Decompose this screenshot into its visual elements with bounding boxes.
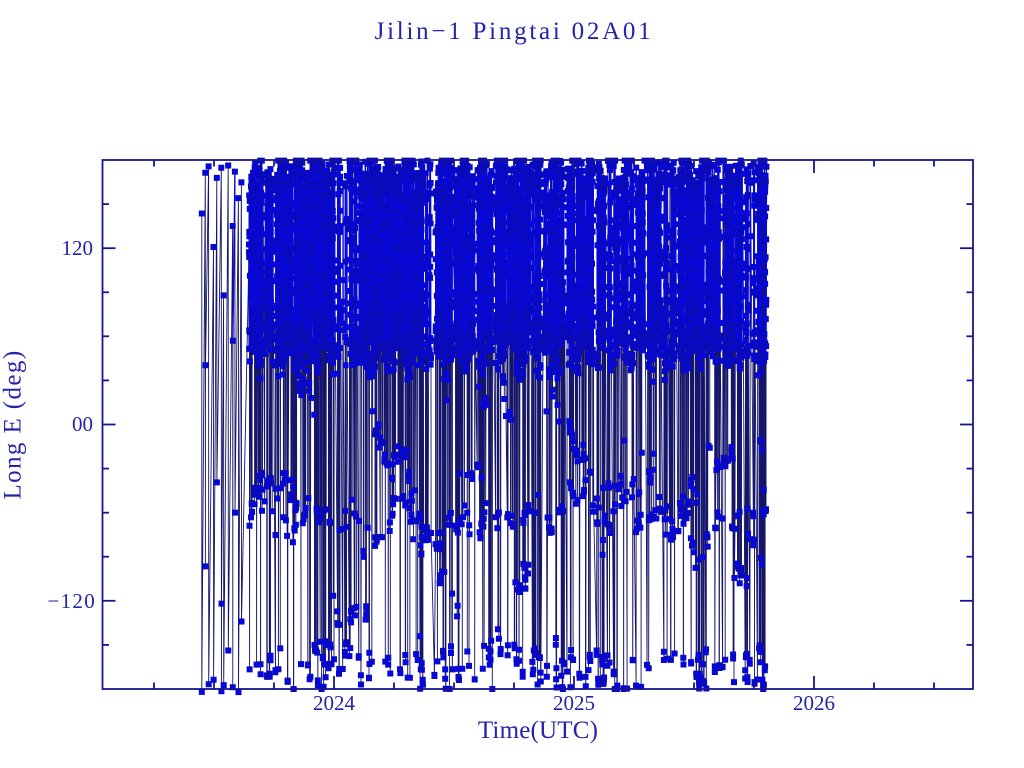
svg-text:Jilin−1 Pingtai 02A01: Jilin−1 Pingtai 02A01 — [375, 18, 654, 45]
svg-text:2026: 2026 — [793, 691, 835, 715]
svg-text:Long E (deg): Long E (deg) — [0, 349, 27, 499]
svg-text:120: 120 — [62, 236, 94, 260]
svg-text:Time(UTC): Time(UTC) — [478, 717, 598, 744]
svg-text:−120: −120 — [47, 589, 96, 613]
svg-text:2025: 2025 — [553, 691, 595, 715]
svg-text:00: 00 — [72, 412, 93, 436]
svg-text:2024: 2024 — [313, 691, 356, 715]
